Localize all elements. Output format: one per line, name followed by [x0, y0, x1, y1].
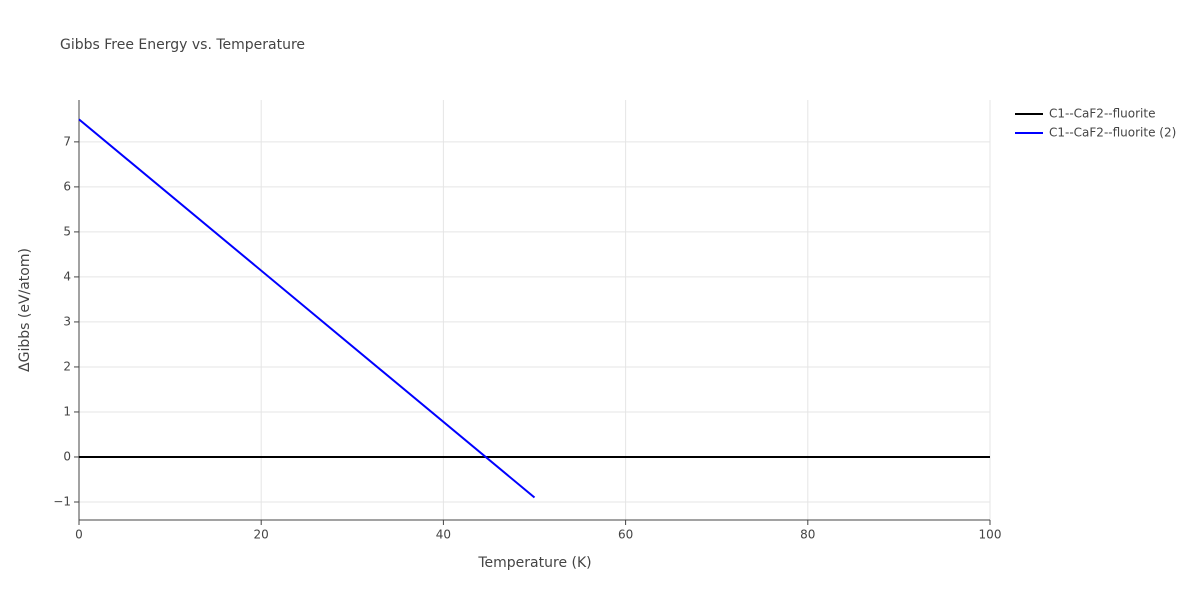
x-tick-label: 20: [254, 528, 269, 542]
y-tick-label: 7: [63, 134, 71, 148]
y-tick-label: 1: [63, 404, 71, 418]
y-tick-label: 3: [63, 314, 71, 328]
y-tick-label: 2: [63, 359, 71, 373]
chart-title: Gibbs Free Energy vs. Temperature: [60, 37, 305, 53]
x-tick-label: 60: [618, 528, 633, 542]
legend-label: C1--CaF2--fluorite: [1049, 107, 1155, 121]
x-axis-label: Temperature (K): [477, 555, 591, 571]
series-line: [78, 118, 536, 499]
y-tick-label: 0: [63, 449, 71, 463]
x-tick-label: 40: [436, 528, 451, 542]
legend-label: C1--CaF2--fluorite (2): [1049, 126, 1176, 140]
y-tick-label: 4: [63, 269, 71, 283]
y-tick-label: 5: [63, 224, 71, 238]
x-tick-label: 0: [75, 528, 83, 542]
y-tick-label: 6: [63, 179, 71, 193]
y-tick-label: −1: [53, 494, 71, 508]
x-tick-label: 100: [979, 528, 1002, 542]
y-axis-label: ΔGibbs (eV/atom): [17, 248, 33, 372]
x-tick-label: 80: [800, 528, 815, 542]
